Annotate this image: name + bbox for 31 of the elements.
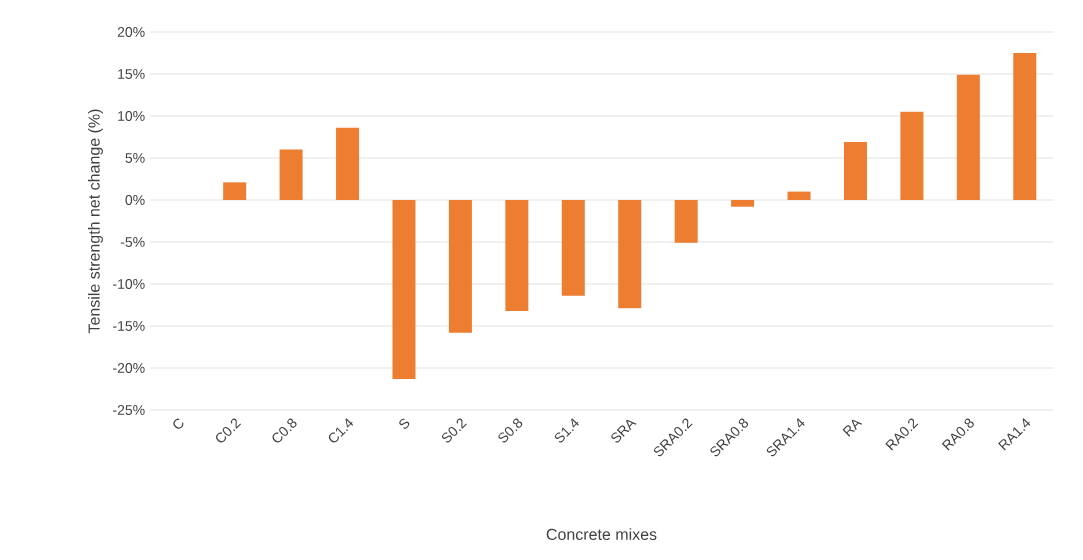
bar — [843, 142, 867, 200]
bar — [1013, 53, 1037, 200]
y-axis-title: Tensile strength net change (%) — [88, 109, 103, 334]
y-tick-label: -20% — [113, 363, 145, 373]
bar — [336, 127, 360, 200]
bar — [900, 111, 924, 200]
y-tick-label: 15% — [118, 69, 145, 79]
x-tick-label: RA — [842, 419, 863, 437]
bar — [618, 200, 642, 309]
bar — [279, 149, 303, 200]
bar — [956, 74, 980, 200]
bar — [505, 200, 529, 311]
y-tick-label: 20% — [117, 27, 145, 37]
bar — [674, 200, 698, 243]
x-tick-label: C — [173, 418, 184, 429]
y-tick-label: 10% — [118, 111, 145, 121]
x-tick-label: SRA — [611, 419, 637, 443]
y-tick-label: -5% — [120, 237, 145, 247]
y-tick-label: 5% — [125, 153, 145, 163]
bar — [392, 200, 416, 379]
x-tick-label: S — [399, 418, 410, 429]
bar — [448, 200, 472, 333]
y-tick-label: -10% — [113, 279, 145, 289]
x-axis-title: Concrete mixes — [546, 528, 657, 541]
bar — [223, 182, 247, 200]
bar — [787, 191, 811, 200]
bar — [561, 200, 585, 296]
y-tick-label: 0% — [125, 195, 145, 205]
bar — [731, 200, 755, 207]
y-tick-label: -25% — [113, 405, 145, 415]
y-tick-label: -15% — [113, 321, 145, 331]
